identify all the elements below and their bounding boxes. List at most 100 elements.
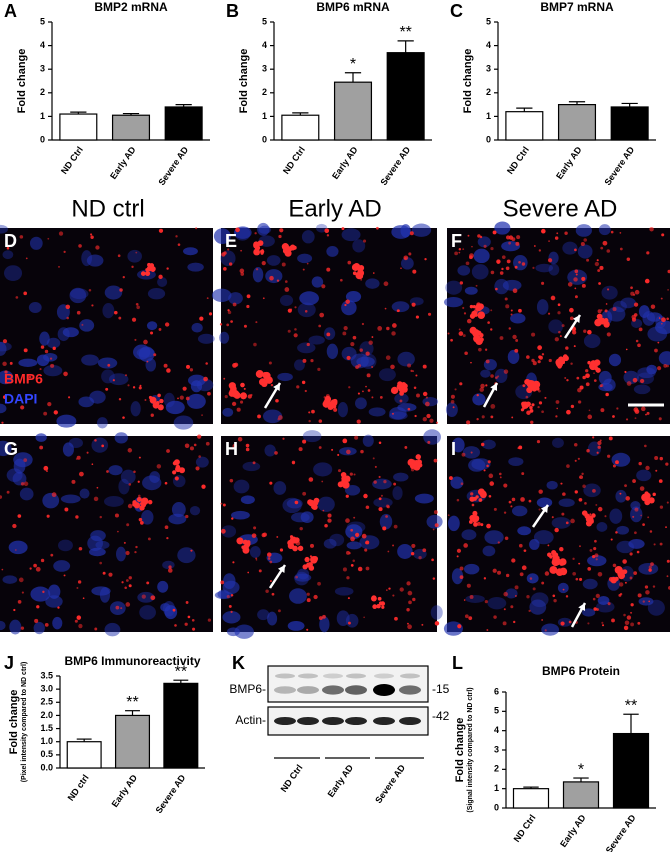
bmp6-signal [659,542,663,546]
bmp6-cluster [520,408,525,412]
panel-label: C [450,1,463,21]
bmp6-signal [269,481,273,485]
band [297,686,319,694]
error-bar [76,738,92,742]
bmp6-signal [138,517,143,522]
bmp6-signal [570,362,573,365]
panel-label: A [4,1,17,21]
nucleus [546,480,558,490]
bmp6-signal [267,552,272,557]
bmp6-signal [467,234,470,237]
bmp6-signal [33,563,37,568]
bmp6-signal [463,599,466,601]
bmp6-signal [345,494,349,498]
bmp6-signal [158,274,163,279]
bmp6-signal [528,499,532,503]
bmp6-signal [19,235,24,239]
bmp6-cluster [281,243,290,251]
x-tick-label: Early AD [110,772,140,809]
bmp6-signal [232,302,237,307]
bmp6-signal [541,619,544,621]
bmp6-signal [595,593,600,598]
nucleus [79,488,90,499]
bmp6-signal [114,513,119,518]
bmp6-cluster [172,470,177,475]
nucleus [616,540,635,554]
nucleus [297,302,316,318]
y-tick-label: 2.0 [40,710,53,720]
bmp6-signal [404,257,407,260]
micrograph-label: H [225,439,238,459]
bmp6-signal [610,538,613,541]
bmp6-signal [406,608,410,612]
band [297,717,319,725]
bmp6-cluster [529,408,534,413]
bmp6-signal [548,240,550,242]
nucleus [157,276,168,287]
bmp6-signal [657,341,660,344]
bmp6-signal [510,605,514,609]
bmp6-signal [243,324,247,328]
nucleus [289,588,307,604]
bmp6-signal [462,334,466,338]
bmp6-signal [638,327,643,332]
bmp6-signal [166,536,169,540]
bmp6-signal [21,591,24,594]
y-tick-label: 1 [40,111,45,121]
nucleus [359,535,380,550]
bmp6-signal [578,497,583,502]
bmp6-signal [392,323,397,328]
bmp6-cluster [312,555,319,562]
bmp6-signal [284,287,290,292]
error-bar [292,112,309,116]
bmp6-signal [464,351,468,356]
bmp6-cluster [239,392,248,400]
bmp6-signal [648,568,652,572]
bmp6-signal [407,624,412,630]
nucleus [400,224,411,238]
arrow-head [490,383,498,391]
bmp6-signal [618,593,622,597]
bmp6-signal [410,468,415,472]
bmp6-signal [606,249,611,253]
bmp6-signal [421,623,424,626]
bmp6-signal [220,580,225,585]
nucleus [587,555,607,567]
nucleus [222,407,234,417]
bmp6-signal [205,441,210,446]
nucleus [575,224,592,237]
bmp6-signal [74,619,78,623]
nucleus [346,541,362,550]
bmp6-signal [555,415,558,418]
bmp6-signal [337,469,342,473]
bmp6-cluster [477,311,486,319]
bmp6-signal [143,339,148,345]
bmp6-signal [597,445,601,449]
bmp6-cluster [157,393,161,398]
bmp6-signal [459,575,464,580]
bmp6-signal [296,385,300,389]
micrograph-bg [0,436,213,632]
bmp6-cluster [332,398,338,404]
bmp6-signal [227,248,230,251]
bmp6-signal [35,566,41,572]
bmp6-signal [587,329,592,335]
bmp6-signal [179,395,184,400]
bmp6-cluster [357,268,363,273]
bmp6-signal [94,439,97,442]
bmp6-signal [418,555,422,560]
nucleus [400,257,414,270]
bmp6-signal [385,515,388,518]
bmp6-signal [6,490,10,494]
nucleus [567,269,588,285]
bmp6-signal [538,355,542,359]
bmp6-signal [63,250,66,253]
nucleus [359,341,374,357]
bmp6-cluster [645,500,650,505]
bmp6-signal [378,475,381,479]
bar [111,114,151,141]
bmp6-signal [515,339,519,342]
bmp6-signal [572,557,575,560]
nucleus [529,539,540,550]
bmp6-signal [90,235,94,239]
